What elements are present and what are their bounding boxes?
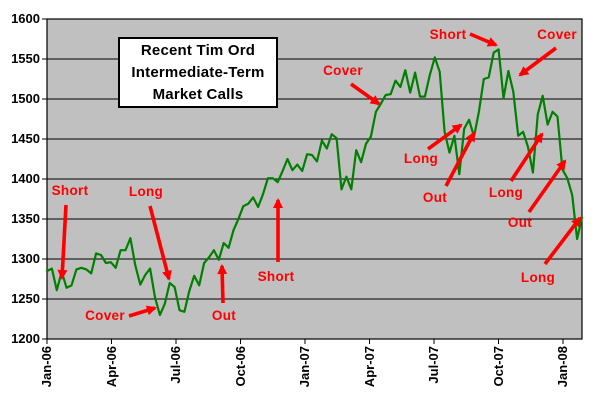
annotation-label-long: Long: [488, 185, 524, 200]
annotation-arrow-short: [57, 204, 68, 280]
annotation-arrow-layer: [57, 32, 582, 318]
annotation-label-short: Short: [51, 183, 89, 198]
y-axis-label: 1450: [11, 131, 40, 146]
x-axis-label: Oct-07: [490, 346, 506, 387]
title-line-2: Intermediate-Term: [131, 63, 265, 81]
annotation-arrow-long: [543, 216, 582, 266]
x-axis-label: Jan-07: [297, 346, 312, 388]
y-axis-label: 1200: [11, 331, 40, 346]
y-axis-label: 1500: [11, 91, 40, 106]
annotation-label-short: Short: [429, 27, 467, 42]
x-axis-label: Jan-06: [39, 346, 54, 388]
x-axis-label: Apr-07: [361, 346, 377, 388]
y-axis-label: 1600: [11, 11, 40, 26]
annotation-label-out: Out: [507, 215, 533, 230]
y-axis-label: 1350: [11, 211, 40, 226]
y-axis-label: 1400: [11, 171, 40, 186]
annotation-label-long: Long: [520, 270, 556, 285]
annotation-label-out: Out: [422, 190, 448, 205]
annotation-arrow-out: [527, 159, 567, 214]
annotation-label-long: Long: [403, 151, 439, 166]
x-axis-label: Jul-06: [168, 346, 183, 384]
annotation-arrow-short: [469, 32, 498, 47]
y-axis-label: 1250: [11, 291, 40, 306]
annotation-arrow-long: [509, 132, 544, 182]
x-axis-label: Jul-07: [426, 346, 441, 384]
annotation-label-cover: Cover: [85, 308, 125, 323]
price-line: [45, 48, 584, 317]
annotation-arrow-cover: [128, 305, 157, 318]
title-line-1: Recent Tim Ord: [140, 41, 256, 59]
title-line-3: Market Calls: [152, 85, 244, 103]
price-line-layer: [45, 48, 584, 317]
annotation-label-cover: Cover: [323, 63, 363, 78]
title-box: Recent Tim Ord Intermediate-Term Market …: [118, 37, 278, 108]
annotation-arrow-long: [426, 123, 463, 151]
x-axis-label: Apr-06: [103, 346, 119, 388]
annotation-arrow-cover: [518, 46, 558, 77]
annotation-label-out: Out: [211, 308, 237, 323]
annotation-label-short: Short: [257, 269, 295, 284]
x-axis-label: Jan-08: [555, 346, 570, 388]
y-axis-label: 1550: [11, 51, 40, 66]
annotation-arrow-out: [217, 264, 228, 304]
plot-border: [46, 18, 583, 340]
annotation-arrow-out: [444, 131, 476, 187]
annotation-arrow-long: [148, 205, 172, 281]
x-axis-label: Oct-06: [232, 346, 248, 387]
annotation-arrow-cover: [349, 82, 381, 106]
annotation-label-cover: Cover: [537, 27, 577, 42]
annotation-label-long: Long: [128, 184, 164, 199]
y-axis-label: 1300: [11, 251, 40, 266]
